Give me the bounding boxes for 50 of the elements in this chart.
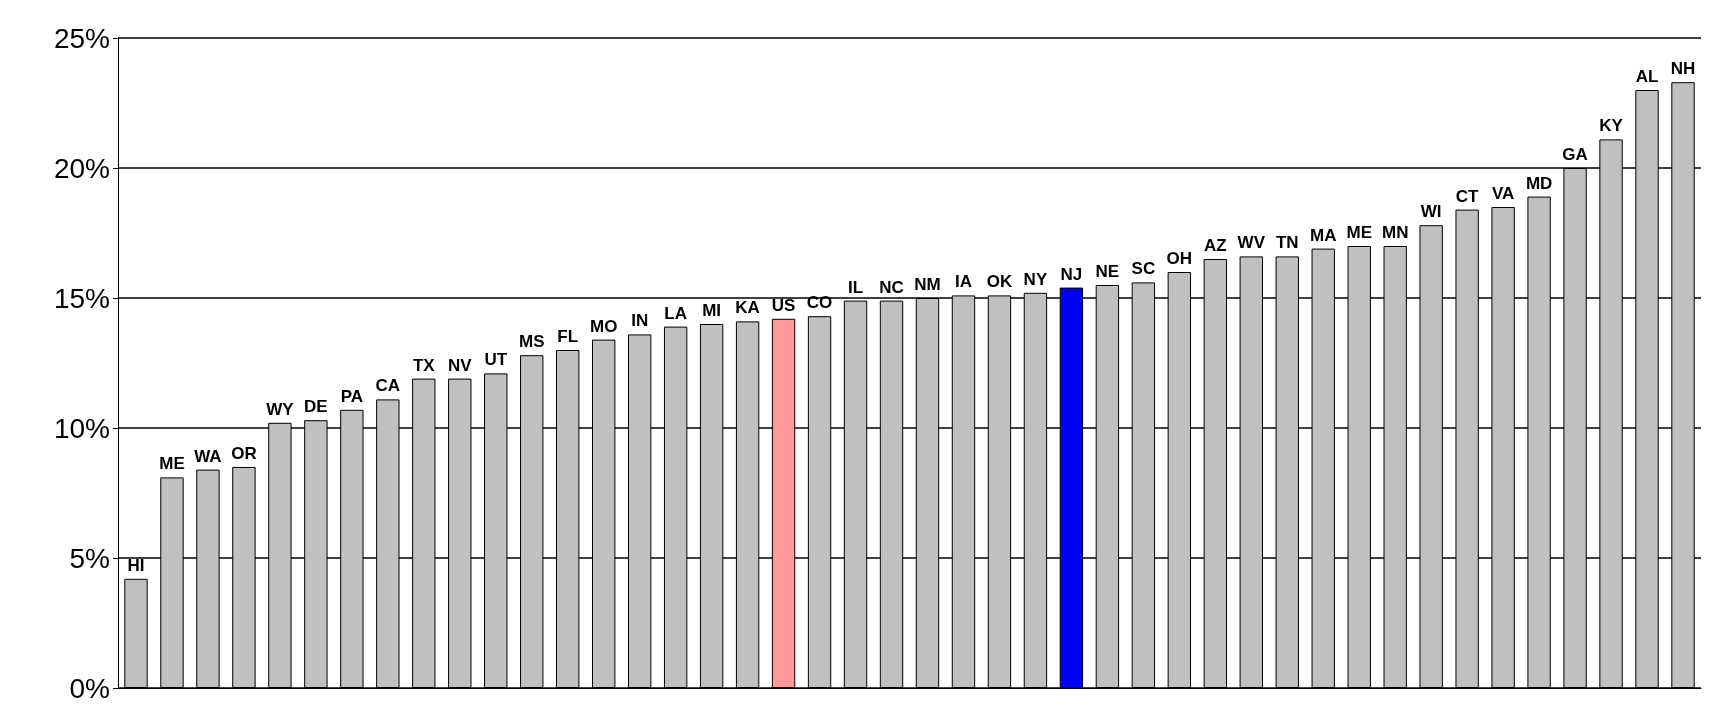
x-tick-label: NV	[447, 355, 473, 375]
y-tick-label: 0%	[69, 672, 110, 704]
x-tick-label: KY	[1599, 116, 1624, 136]
x-tick-label: LA	[664, 303, 687, 323]
x-tick-label: UT	[484, 350, 508, 370]
x-tick-label: WV	[1237, 233, 1266, 253]
x-tick-label: HI	[127, 555, 145, 575]
x-tick-label: CA	[375, 376, 401, 396]
x-tick-label: MS	[518, 332, 545, 352]
x-tick-label: MI	[702, 301, 722, 320]
y-tick-label: 15%	[53, 282, 110, 314]
x-tick-label: PA	[340, 386, 364, 406]
x-tick-label: AZ	[1203, 236, 1227, 255]
x-tick-label: FL	[557, 327, 579, 346]
x-tick-label: ME	[1346, 223, 1372, 242]
x-tick-label: MN	[1381, 223, 1409, 242]
x-tick-label: CO	[806, 293, 833, 313]
x-tick-label: OH	[1166, 249, 1193, 268]
x-tick-label: NE	[1095, 262, 1120, 281]
x-tick-label: SC	[1131, 259, 1156, 279]
x-tick-label: OK	[986, 272, 1013, 292]
y-tick-label: 10%	[53, 412, 110, 444]
y-tick-label: 25%	[53, 22, 110, 54]
x-tick-label: ME	[159, 454, 185, 474]
x-tick-label: WY	[266, 399, 295, 419]
y-tick-label: 5%	[69, 542, 110, 574]
x-tick-label: IN	[631, 311, 649, 331]
x-tick-label: WI	[1420, 202, 1442, 222]
x-tick-label: NH	[1670, 59, 1696, 79]
x-tick-label: MO	[590, 316, 618, 336]
x-tick-label: WA	[194, 446, 222, 466]
x-tick-label: NJ	[1060, 264, 1083, 284]
x-tick-label: IL	[847, 277, 864, 297]
x-tick-label: OR	[231, 444, 257, 463]
x-tick-label: MA	[1310, 225, 1337, 245]
x-tick-label: TX	[412, 355, 436, 375]
x-tick-label: CT	[1455, 186, 1480, 206]
x-tick-label: MD	[1525, 173, 1553, 193]
x-tick-label: US	[771, 295, 796, 315]
x-tick-label: NM	[914, 275, 941, 294]
x-tick-label: DE	[304, 397, 328, 417]
x-tick-label: GA	[1562, 145, 1588, 164]
x-tick-label: KA	[735, 298, 760, 318]
x-tick-label: NC	[879, 277, 904, 297]
x-tick-label: IA	[954, 272, 972, 292]
x-tick-label: TN	[1275, 233, 1299, 253]
x-tick-label: NY	[1023, 269, 1048, 289]
x-tick-label: VA	[1491, 184, 1515, 203]
x-tick-label: AL	[1635, 67, 1659, 86]
y-tick-label: 20%	[53, 152, 110, 184]
